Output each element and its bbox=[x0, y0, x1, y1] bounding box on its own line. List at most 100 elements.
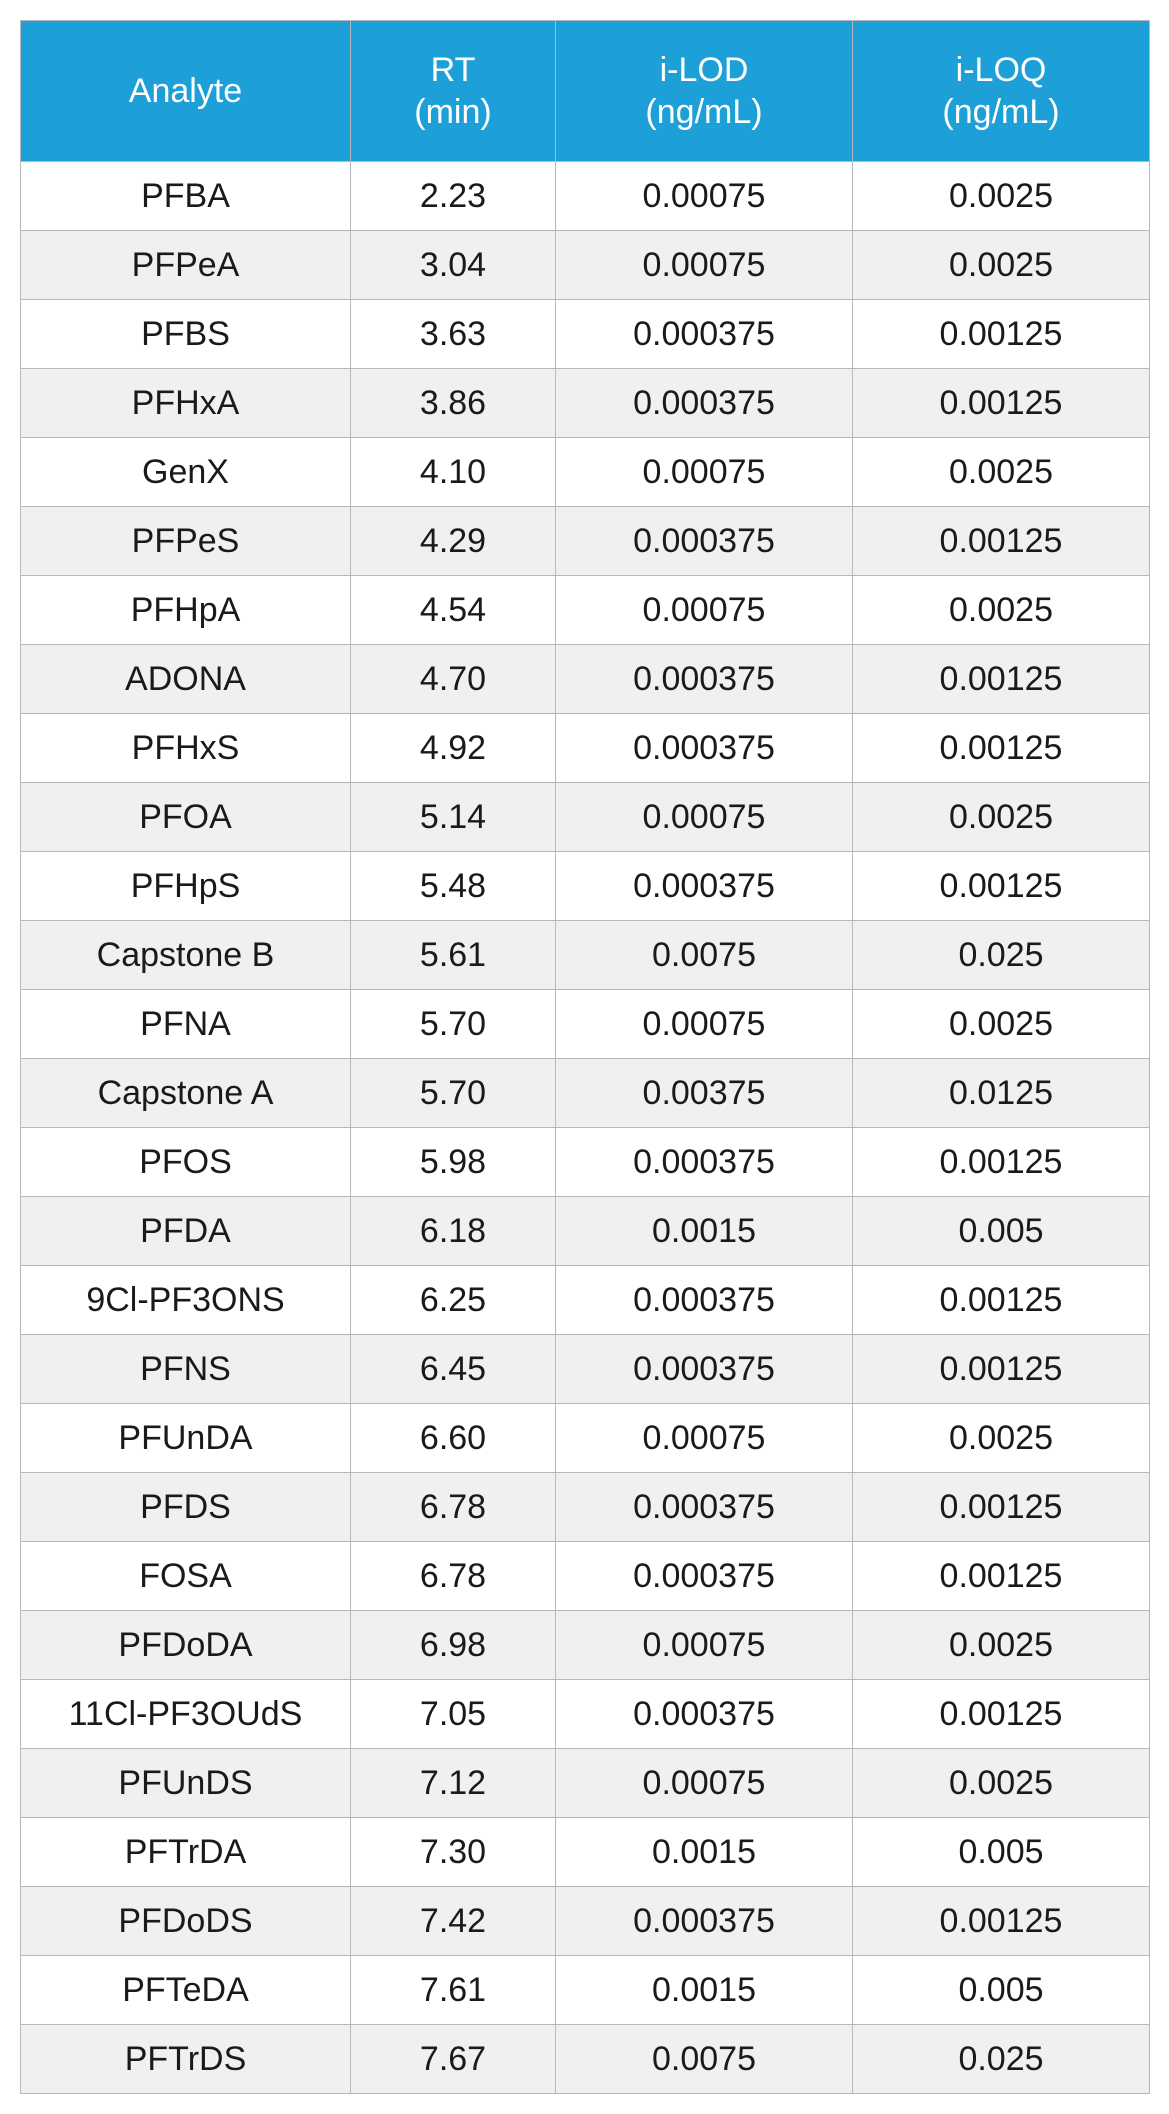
cell-lod: 0.00075 bbox=[556, 783, 853, 852]
cell-lod: 0.00375 bbox=[556, 1059, 853, 1128]
cell-rt: 7.67 bbox=[351, 2025, 556, 2094]
cell-lod: 0.000375 bbox=[556, 1473, 853, 1542]
cell-rt: 5.70 bbox=[351, 990, 556, 1059]
cell-lod: 0.000375 bbox=[556, 852, 853, 921]
cell-loq: 0.025 bbox=[853, 2025, 1150, 2094]
table-row: PFDA6.180.00150.005 bbox=[21, 1197, 1150, 1266]
cell-loq: 0.00125 bbox=[853, 1887, 1150, 1956]
cell-analyte: Capstone A bbox=[21, 1059, 351, 1128]
cell-analyte: PFOS bbox=[21, 1128, 351, 1197]
cell-lod: 0.000375 bbox=[556, 1680, 853, 1749]
cell-loq: 0.00125 bbox=[853, 1542, 1150, 1611]
cell-lod: 0.000375 bbox=[556, 1335, 853, 1404]
table-row: PFUnDS7.120.000750.0025 bbox=[21, 1749, 1150, 1818]
cell-analyte: PFUnDA bbox=[21, 1404, 351, 1473]
table-row: GenX4.100.000750.0025 bbox=[21, 438, 1150, 507]
cell-loq: 0.0025 bbox=[853, 1404, 1150, 1473]
cell-loq: 0.0025 bbox=[853, 1749, 1150, 1818]
cell-rt: 5.14 bbox=[351, 783, 556, 852]
cell-loq: 0.0025 bbox=[853, 162, 1150, 231]
header-text: Analyte bbox=[129, 72, 242, 110]
cell-rt: 7.30 bbox=[351, 1818, 556, 1887]
cell-analyte: PFTeDA bbox=[21, 1956, 351, 2025]
cell-rt: 6.25 bbox=[351, 1266, 556, 1335]
table-row: PFPeA3.040.000750.0025 bbox=[21, 231, 1150, 300]
table-row: PFDS6.780.0003750.00125 bbox=[21, 1473, 1150, 1542]
cell-loq: 0.0025 bbox=[853, 231, 1150, 300]
table-row: 11Cl-PF3OUdS7.050.0003750.00125 bbox=[21, 1680, 1150, 1749]
table-row: PFTrDA7.300.00150.005 bbox=[21, 1818, 1150, 1887]
table-row: PFUnDA6.600.000750.0025 bbox=[21, 1404, 1150, 1473]
cell-rt: 7.12 bbox=[351, 1749, 556, 1818]
cell-rt: 4.70 bbox=[351, 645, 556, 714]
col-header-analyte: Analyte bbox=[21, 21, 351, 162]
cell-loq: 0.00125 bbox=[853, 1335, 1150, 1404]
cell-loq: 0.0025 bbox=[853, 576, 1150, 645]
cell-analyte: PFTrDS bbox=[21, 2025, 351, 2094]
cell-rt: 3.63 bbox=[351, 300, 556, 369]
cell-lod: 0.0075 bbox=[556, 921, 853, 990]
cell-lod: 0.0075 bbox=[556, 2025, 853, 2094]
cell-analyte: PFHxA bbox=[21, 369, 351, 438]
cell-analyte: PFUnDS bbox=[21, 1749, 351, 1818]
header-subtext: (ng/mL) bbox=[645, 93, 762, 131]
cell-rt: 7.42 bbox=[351, 1887, 556, 1956]
cell-loq: 0.00125 bbox=[853, 1473, 1150, 1542]
table-row: PFNS6.450.0003750.00125 bbox=[21, 1335, 1150, 1404]
cell-lod: 0.000375 bbox=[556, 1887, 853, 1956]
table-row: PFDoDS7.420.0003750.00125 bbox=[21, 1887, 1150, 1956]
cell-rt: 4.10 bbox=[351, 438, 556, 507]
table-row: PFHxS4.920.0003750.00125 bbox=[21, 714, 1150, 783]
cell-lod: 0.000375 bbox=[556, 507, 853, 576]
header-subtext: (ng/mL) bbox=[942, 93, 1059, 131]
cell-lod: 0.0015 bbox=[556, 1818, 853, 1887]
cell-lod: 0.00075 bbox=[556, 1749, 853, 1818]
table-row: PFOA5.140.000750.0025 bbox=[21, 783, 1150, 852]
table-row: FOSA6.780.0003750.00125 bbox=[21, 1542, 1150, 1611]
cell-analyte: ADONA bbox=[21, 645, 351, 714]
cell-analyte: PFTrDA bbox=[21, 1818, 351, 1887]
cell-rt: 6.18 bbox=[351, 1197, 556, 1266]
cell-lod: 0.000375 bbox=[556, 1128, 853, 1197]
cell-loq: 0.00125 bbox=[853, 852, 1150, 921]
cell-lod: 0.00075 bbox=[556, 1611, 853, 1680]
cell-loq: 0.00125 bbox=[853, 507, 1150, 576]
cell-analyte: 9Cl-PF3ONS bbox=[21, 1266, 351, 1335]
cell-loq: 0.025 bbox=[853, 921, 1150, 990]
cell-rt: 5.48 bbox=[351, 852, 556, 921]
table-row: Capstone B5.610.00750.025 bbox=[21, 921, 1150, 990]
cell-lod: 0.000375 bbox=[556, 1266, 853, 1335]
cell-analyte: PFDA bbox=[21, 1197, 351, 1266]
cell-analyte: PFPeA bbox=[21, 231, 351, 300]
cell-rt: 4.29 bbox=[351, 507, 556, 576]
header-row: Analyte RT (min) i-LOD (ng/mL) i-LOQ (ng… bbox=[21, 21, 1150, 162]
cell-analyte: PFDoDS bbox=[21, 1887, 351, 1956]
cell-rt: 5.70 bbox=[351, 1059, 556, 1128]
table-row: PFBS3.630.0003750.00125 bbox=[21, 300, 1150, 369]
cell-analyte: PFDS bbox=[21, 1473, 351, 1542]
cell-analyte: PFNS bbox=[21, 1335, 351, 1404]
cell-analyte: FOSA bbox=[21, 1542, 351, 1611]
cell-analyte: Capstone B bbox=[21, 921, 351, 990]
cell-loq: 0.0125 bbox=[853, 1059, 1150, 1128]
cell-loq: 0.00125 bbox=[853, 369, 1150, 438]
cell-lod: 0.000375 bbox=[556, 1542, 853, 1611]
cell-analyte: PFPeS bbox=[21, 507, 351, 576]
col-header-rt: RT (min) bbox=[351, 21, 556, 162]
cell-analyte: 11Cl-PF3OUdS bbox=[21, 1680, 351, 1749]
col-header-lod: i-LOD (ng/mL) bbox=[556, 21, 853, 162]
header-subtext: (min) bbox=[414, 93, 491, 131]
table-row: PFOS5.980.0003750.00125 bbox=[21, 1128, 1150, 1197]
cell-loq: 0.005 bbox=[853, 1197, 1150, 1266]
cell-rt: 3.86 bbox=[351, 369, 556, 438]
cell-rt: 6.98 bbox=[351, 1611, 556, 1680]
cell-lod: 0.00075 bbox=[556, 231, 853, 300]
cell-analyte: PFDoDA bbox=[21, 1611, 351, 1680]
header-text: i-LOQ bbox=[956, 51, 1047, 89]
cell-lod: 0.00075 bbox=[556, 162, 853, 231]
cell-loq: 0.00125 bbox=[853, 1680, 1150, 1749]
cell-rt: 2.23 bbox=[351, 162, 556, 231]
cell-rt: 7.61 bbox=[351, 1956, 556, 2025]
cell-rt: 5.61 bbox=[351, 921, 556, 990]
cell-lod: 0.00075 bbox=[556, 576, 853, 645]
